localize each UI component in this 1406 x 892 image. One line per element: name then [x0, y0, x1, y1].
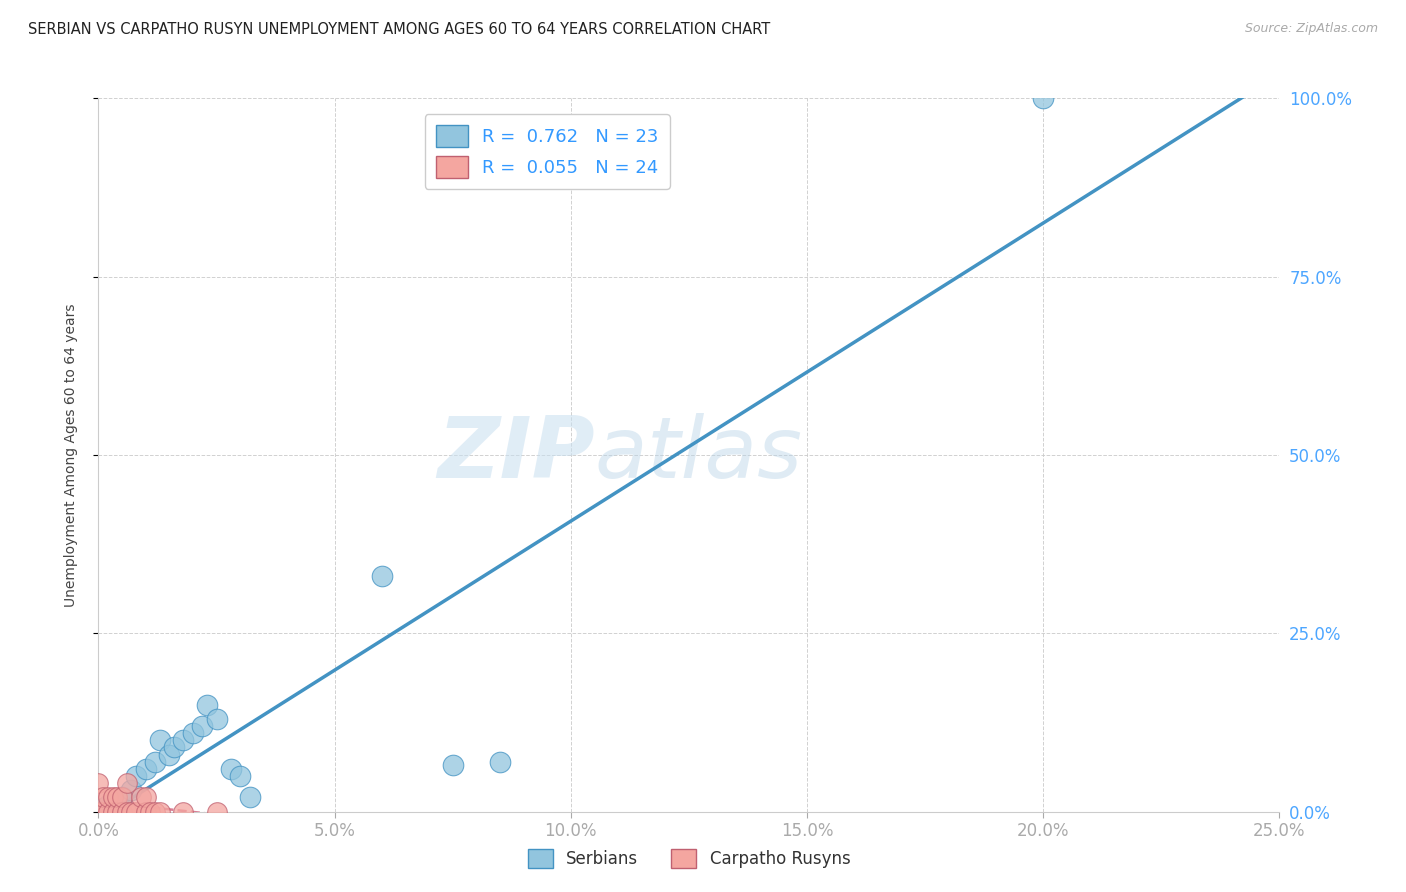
Point	[125, 805, 148, 819]
Point	[149, 805, 172, 819]
Point	[115, 776, 138, 790]
Text: ZIP: ZIP	[437, 413, 595, 497]
Point	[121, 783, 143, 797]
Point	[115, 805, 138, 819]
Point	[111, 805, 134, 819]
Point	[101, 801, 124, 815]
Text: SERBIAN VS CARPATHO RUSYN UNEMPLOYMENT AMONG AGES 60 TO 64 YEARS CORRELATION CHA: SERBIAN VS CARPATHO RUSYN UNEMPLOYMENT A…	[28, 22, 770, 37]
Point	[205, 712, 228, 726]
Point	[143, 805, 166, 819]
Y-axis label: Unemployment Among Ages 60 to 64 years: Unemployment Among Ages 60 to 64 years	[63, 303, 77, 607]
Point	[135, 805, 157, 819]
Legend: Serbians, Carpatho Rusyns: Serbians, Carpatho Rusyns	[520, 842, 858, 875]
Legend: R =  0.762   N = 23, R =  0.055   N = 24: R = 0.762 N = 23, R = 0.055 N = 24	[425, 114, 669, 189]
Text: Source: ZipAtlas.com: Source: ZipAtlas.com	[1244, 22, 1378, 36]
Point	[105, 805, 128, 819]
Point	[163, 740, 186, 755]
Point	[101, 805, 124, 819]
Point	[129, 790, 152, 805]
Point	[143, 755, 166, 769]
Point	[91, 805, 114, 819]
Point	[239, 790, 262, 805]
Point	[205, 805, 228, 819]
Point	[229, 769, 252, 783]
Point	[172, 805, 194, 819]
Point	[121, 805, 143, 819]
Point	[111, 790, 134, 805]
Point	[135, 762, 157, 776]
Point	[489, 755, 512, 769]
Point	[87, 805, 110, 819]
Point	[181, 726, 204, 740]
Point	[91, 790, 114, 805]
Point	[87, 776, 110, 790]
Point	[195, 698, 218, 712]
Point	[219, 762, 242, 776]
Point	[91, 801, 114, 815]
Point	[371, 569, 394, 583]
Point	[135, 790, 157, 805]
Point	[139, 805, 162, 819]
Point	[1032, 91, 1054, 105]
Point	[105, 790, 128, 805]
Point	[157, 747, 180, 762]
Point	[125, 769, 148, 783]
Text: atlas: atlas	[595, 413, 803, 497]
Point	[191, 719, 214, 733]
Point	[172, 733, 194, 747]
Point	[101, 790, 124, 805]
Point	[97, 790, 120, 805]
Point	[97, 805, 120, 819]
Point	[149, 733, 172, 747]
Point	[441, 758, 464, 772]
Point	[97, 797, 120, 812]
Point	[111, 790, 134, 805]
